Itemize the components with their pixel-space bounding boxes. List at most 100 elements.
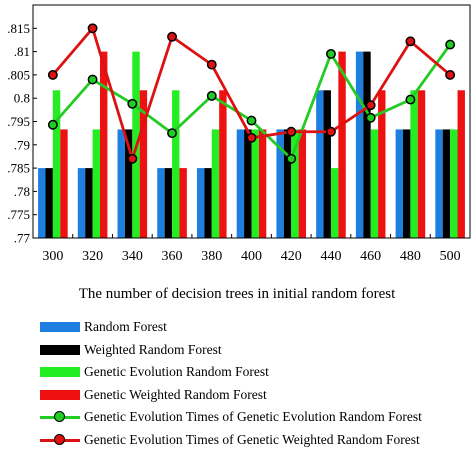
legend-label: Genetic Weighted Random Forest bbox=[84, 386, 267, 402]
legend: Random Forest Weighted Random Forest Gen… bbox=[40, 316, 470, 451]
bar-weighted-random-forest-440 bbox=[323, 90, 331, 238]
bar-genetic-evolution-random-forest-460 bbox=[370, 129, 379, 238]
x-tick-label: 380 bbox=[201, 249, 222, 264]
line-point-1-500 bbox=[445, 39, 456, 50]
line-point-2-340 bbox=[127, 153, 138, 164]
y-axis-ticks: .77 .775 .78 .785 .79 .795 0.8 .805 .81 .815 bbox=[7, 21, 37, 246]
line-point-1-480 bbox=[405, 94, 416, 105]
bar-weighted-random-forest-460 bbox=[363, 51, 371, 238]
plot-frame bbox=[32, 4, 471, 239]
bar-genetic-evolution-random-forest-420 bbox=[291, 129, 299, 238]
y-tick-label: .775 bbox=[7, 207, 30, 222]
bar-weighted-random-forest-340 bbox=[124, 129, 133, 238]
legend-swatch-genetic-weighted-rf bbox=[40, 389, 80, 400]
bar-weighted-random-forest-400 bbox=[244, 129, 252, 238]
bar-genetic-weighted-random-forest-460 bbox=[378, 90, 386, 238]
bar-genetic-weighted-random-forest-480 bbox=[417, 90, 426, 238]
bar-random-forest-500 bbox=[435, 129, 443, 238]
line-point-2-420 bbox=[286, 126, 297, 137]
bar-random-forest-380 bbox=[196, 168, 205, 238]
x-axis-ticks: 300 320 340 360 380 400 420 440 460 480 500 bbox=[42, 234, 461, 264]
bar-random-forest-360 bbox=[157, 168, 165, 238]
x-tick-label: 440 bbox=[320, 249, 341, 264]
x-axis-title: The number of decision trees in initial … bbox=[78, 286, 396, 302]
line-point-2-440 bbox=[326, 126, 336, 137]
bar-weighted-random-forest-380 bbox=[204, 168, 212, 238]
y-tick-label: .77 bbox=[14, 231, 31, 246]
bar-genetic-evolution-random-forest-360 bbox=[172, 90, 180, 238]
x-tick-label: 400 bbox=[241, 249, 262, 264]
line-point-2-380 bbox=[206, 59, 217, 70]
bar-genetic-weighted-random-forest-440 bbox=[338, 51, 346, 238]
bar-genetic-evolution-random-forest-380 bbox=[211, 129, 220, 238]
x-tick-label: 340 bbox=[122, 249, 143, 264]
bar-genetic-evolution-random-forest-320 bbox=[92, 129, 100, 238]
line-point-2-300 bbox=[47, 69, 58, 80]
legend-label: Random Forest bbox=[84, 319, 167, 335]
bar-random-forest-320 bbox=[77, 168, 86, 238]
legend-swatch-random-forest bbox=[40, 322, 80, 333]
bar-genetic-weighted-random-forest-300 bbox=[60, 129, 68, 238]
bar-genetic-weighted-random-forest-400 bbox=[258, 129, 267, 238]
line-point-1-460 bbox=[365, 112, 376, 123]
legend-label: Genetic Evolution Times of Genetic Evolu… bbox=[84, 409, 422, 425]
line-point-1-360 bbox=[167, 128, 177, 139]
bar-weighted-random-forest-360 bbox=[164, 168, 173, 238]
y-tick-label: .79 bbox=[14, 137, 30, 152]
legend-item-red-line: Genetic Evolution Times of Genetic Weigh… bbox=[40, 429, 470, 452]
line-point-1-420 bbox=[286, 153, 297, 164]
line-point-1-400 bbox=[246, 115, 257, 126]
bar-weighted-random-forest-420 bbox=[283, 129, 292, 238]
line-point-1-440 bbox=[326, 48, 336, 59]
y-tick-label: .805 bbox=[7, 67, 30, 82]
line-point-2-400 bbox=[246, 132, 257, 143]
legend-swatch-genetic-evolution-rf bbox=[40, 367, 80, 378]
x-tick-label: 300 bbox=[42, 249, 63, 264]
x-tick-label: 360 bbox=[162, 249, 183, 264]
y-tick-label: .815 bbox=[7, 21, 30, 36]
bar-random-forest-440 bbox=[316, 90, 324, 238]
legend-label: Genetic Evolution Random Forest bbox=[84, 364, 269, 380]
legend-item-weighted-random-forest: Weighted Random Forest bbox=[40, 339, 470, 362]
legend-item-green-line: Genetic Evolution Times of Genetic Evolu… bbox=[40, 406, 470, 429]
y-tick-label: .81 bbox=[14, 44, 30, 59]
x-tick-label: 460 bbox=[360, 249, 381, 264]
legend-swatch-weighted-random-forest bbox=[40, 344, 80, 355]
line-point-1-320 bbox=[87, 74, 98, 85]
bar-genetic-weighted-random-forest-380 bbox=[219, 90, 227, 238]
bar-genetic-weighted-random-forest-500 bbox=[457, 90, 465, 238]
legend-label: Genetic Evolution Times of Genetic Weigh… bbox=[84, 431, 420, 447]
line-point-1-380 bbox=[206, 90, 217, 101]
x-tick-label: 420 bbox=[281, 249, 302, 264]
line-point-1-340 bbox=[127, 98, 138, 109]
legend-swatch-green-line bbox=[40, 411, 80, 423]
legend-item-genetic-evolution-rf: Genetic Evolution Random Forest bbox=[40, 361, 470, 384]
bar-genetic-weighted-random-forest-320 bbox=[99, 51, 108, 238]
bar-random-forest-460 bbox=[355, 51, 364, 238]
bar-genetic-weighted-random-forest-340 bbox=[139, 90, 148, 238]
bar-genetic-evolution-random-forest-480 bbox=[410, 90, 418, 238]
bar-random-forest-400 bbox=[236, 129, 245, 238]
y-tick-label: 0.8 bbox=[14, 91, 30, 106]
line-point-2-480 bbox=[405, 36, 416, 47]
bar-genetic-weighted-random-forest-420 bbox=[298, 129, 307, 238]
line-marks bbox=[47, 23, 456, 164]
bar-weighted-random-forest-300 bbox=[45, 168, 53, 238]
x-tick-label: 320 bbox=[82, 249, 103, 264]
legend-item-genetic-weighted-rf: Genetic Weighted Random Forest bbox=[40, 384, 470, 407]
x-tick-label: 480 bbox=[400, 249, 421, 264]
bar-random-forest-300 bbox=[38, 168, 46, 238]
bar-genetic-evolution-random-forest-500 bbox=[450, 129, 458, 238]
line-point-2-360 bbox=[167, 31, 177, 42]
bar-random-forest-420 bbox=[276, 129, 284, 238]
bar-marks bbox=[38, 51, 465, 238]
line-point-2-320 bbox=[87, 23, 98, 34]
x-tick-label: 500 bbox=[440, 249, 461, 264]
line-point-2-500 bbox=[445, 69, 456, 80]
bar-genetic-weighted-random-forest-360 bbox=[179, 168, 187, 238]
bar-genetic-evolution-random-forest-440 bbox=[330, 168, 339, 238]
line-point-2-460 bbox=[365, 100, 376, 111]
bar-genetic-evolution-random-forest-300 bbox=[52, 90, 61, 238]
line-point-1-300 bbox=[47, 119, 58, 130]
